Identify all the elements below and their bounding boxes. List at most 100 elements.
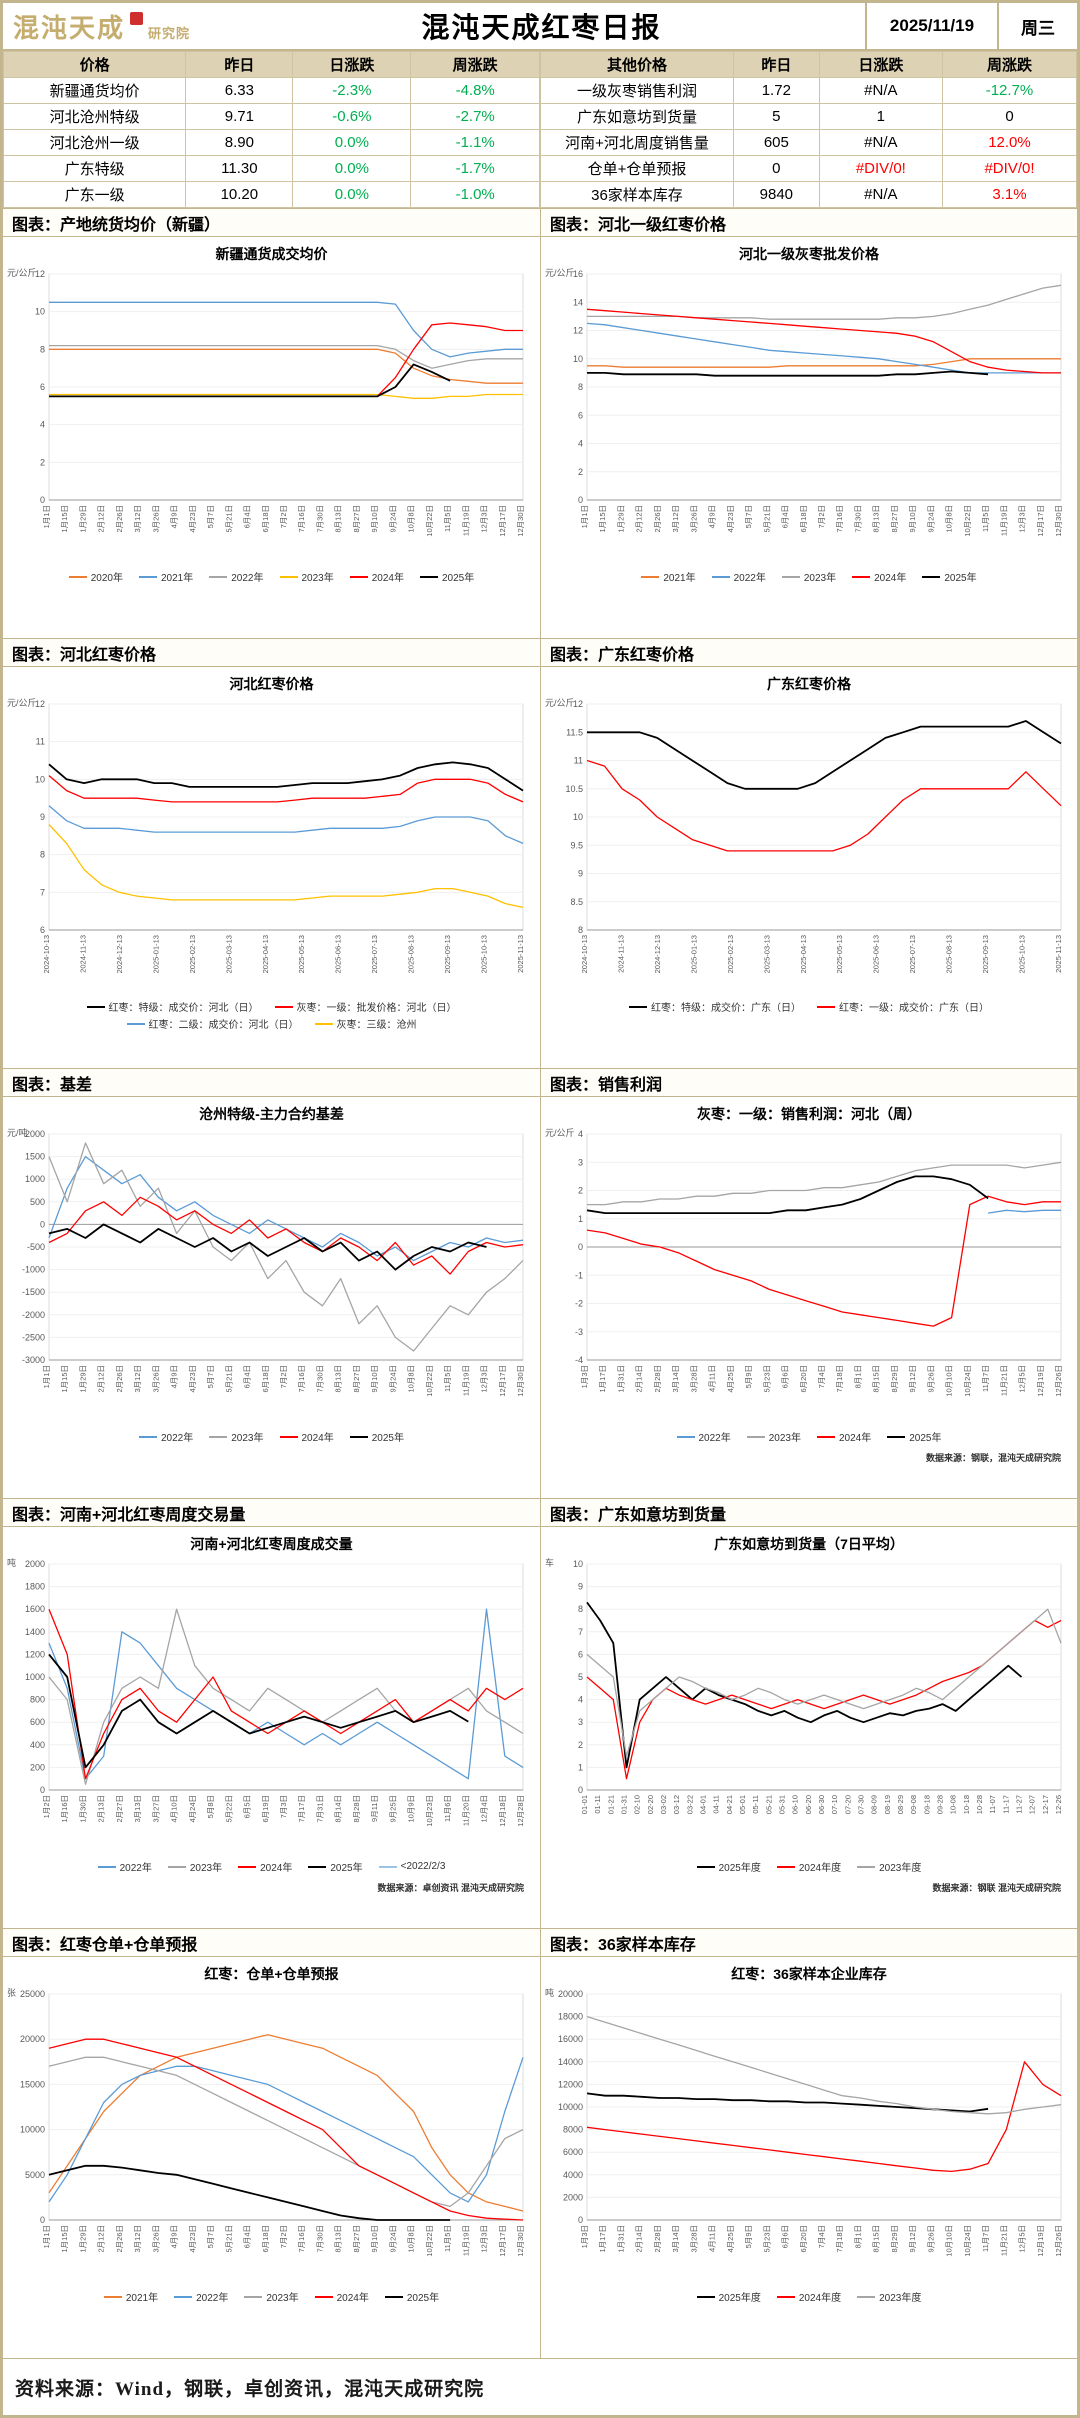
legend-swatch-icon: [696, 2295, 715, 2298]
x-tick-label: 3月26日: [151, 2225, 160, 2253]
x-tick-label: 4月11日: [708, 2225, 717, 2252]
series-line-2: [49, 344, 523, 369]
chart-legend-2: 红枣：特级：成交价：河北（日） 灰枣：一级：批发价格：河北（日） 红枣：二级：成交价…: [3, 999, 540, 1031]
chart-svg-5: -4 -3 -2 -1 0 1 2 3 4元/公斤 1月3日 1月17日 1月31日 2月14日 2月28…: [545, 1128, 1063, 1397]
price-left-cell-r4c0: 广东一级: [2, 181, 187, 208]
y-tick-label: 1500: [25, 1152, 45, 1162]
chart-inner-title-3: 广东红枣价格: [767, 676, 851, 692]
x-tick-label: 10-18: [962, 1795, 971, 1814]
x-tick-label: 01-11: [593, 1795, 602, 1814]
legend-swatch-icon: [384, 2295, 403, 2298]
x-tick-label: 1月15日: [60, 505, 69, 533]
chart-legend-7: 2025年度 2024年度 2023年度: [541, 1859, 1077, 1874]
y-tick-label: 600: [30, 1717, 45, 1727]
legend-label: 红枣：特级：成交价：广东（日）: [651, 1003, 801, 1014]
price-left-cell-r2c2: 0.0%: [292, 129, 412, 156]
x-tick-label: 2月26日: [115, 2225, 124, 2253]
legend-label: 2020年: [90, 573, 123, 584]
x-tick-label: 1月31日: [616, 1365, 625, 1393]
y-tick-label: -500: [27, 1242, 45, 1252]
x-tick-label: 4月9日: [170, 2225, 179, 2248]
section-title-left-3: 图表：河南+河北红枣周度交易量: [3, 1499, 540, 1526]
legend-item-0-3: 2023年: [279, 569, 334, 584]
legend-label: 2021年: [161, 573, 194, 584]
price-right-row: 广东如意坊到货量 5 1 0: [540, 103, 1078, 130]
y-tick-label: 12: [35, 699, 45, 709]
x-tick-label: 2025-07-13: [370, 935, 379, 973]
x-tick-label: 9月26日: [926, 2225, 935, 2253]
y-tick-label: 14: [573, 297, 583, 307]
series-line-3: [48, 824, 524, 909]
x-tick-label: 11月19日: [461, 2225, 470, 2256]
x-tick-label: 2025-05-13: [297, 935, 306, 973]
legend-label: 灰枣：三级：沧州: [336, 1020, 417, 1031]
price-left-row: 河北沧州特级 9.71 -0.6% -2.7%: [2, 103, 540, 130]
x-tick-label: 08-09: [870, 1795, 879, 1814]
x-tick-label: 4月25日: [726, 2225, 735, 2253]
section-title-right-0: 图表：河北一级红枣价格: [540, 209, 1077, 236]
price-table-left: 价格 昨日 日涨跌 周涨跌 新疆通货均价 6.33 -2.3% -4.8% 河北沧州特级 9.71…: [2, 51, 540, 208]
y-tick-label: -2500: [22, 1332, 45, 1342]
x-tick-label: 10月24日: [963, 1365, 972, 1397]
legend-swatch-icon: [629, 1005, 647, 1008]
y-tick-label: 4000: [563, 2170, 583, 2180]
chart-legend-9: 2025年度 2024年度 2023年度: [541, 2289, 1077, 2304]
y-tick-label: 5000: [25, 2170, 45, 2180]
series-line-3: [48, 1653, 469, 1769]
x-tick-label: 10月23日: [425, 1795, 434, 1827]
series-line-2: [48, 1196, 524, 1275]
legend-label: 2025年度: [718, 2293, 761, 2304]
x-tick-label: 1月3日: [580, 2225, 589, 2248]
y-tick-label: 12: [35, 269, 45, 279]
x-tick-label: 12月28日: [516, 1795, 525, 1827]
chart-plot-6: 0 200 400 600 800 1000 1200 1400 1600 1800 2000 吨 1月…: [3, 1554, 540, 1859]
x-tick-label: 3月12日: [133, 2225, 142, 2253]
x-tick-label: 8月27日: [352, 2225, 361, 2253]
x-tick-label: 6月6日: [781, 1365, 790, 1388]
legend-swatch-icon: [857, 1865, 876, 1868]
x-tick-label: 2024-11-13: [616, 935, 625, 973]
section-title-left-1: 图表：河北红枣价格: [3, 639, 540, 666]
legend-item-1-2: 2023年: [781, 569, 837, 584]
x-tick-label: 8月13日: [334, 2225, 343, 2253]
x-tick-label: 7月2日: [279, 1365, 288, 1388]
plot-border: [48, 1993, 524, 2221]
y-tick-label: 20000: [20, 2034, 45, 2044]
price-right-row: 36家样本库存 9840 #N/A 3.1%: [540, 181, 1078, 208]
x-tick-label: 6月18日: [261, 505, 270, 533]
x-tick-label: 2025-07-13: [908, 935, 917, 973]
x-tick-label: 03-02: [659, 1795, 668, 1814]
x-tick-label: 11月19日: [461, 505, 470, 536]
x-tick-label: 11月21日: [999, 1365, 1008, 1396]
x-tick-label: 7月31日: [315, 1795, 324, 1823]
x-tick-label: 7月4日: [817, 2225, 826, 2248]
legend-swatch-icon: [244, 2295, 263, 2298]
section-title-right-2: 图表：销售利润: [540, 1069, 1077, 1096]
section-title-left-0: 图表：产地统货均价（新疆）: [3, 209, 540, 236]
x-tick-label: 09-28: [936, 1795, 945, 1814]
x-tick-label: 8月1日: [853, 1365, 862, 1388]
y-tick-label: 2000: [25, 1129, 45, 1139]
y-tick-label: 18000: [558, 2012, 583, 2022]
x-tick-label: 10-28: [975, 1795, 984, 1814]
legend-swatch-icon: [696, 1865, 715, 1868]
legend-item-0-5: 2025年: [420, 569, 474, 584]
y-tick-label: 6: [578, 410, 583, 420]
legend-label: 2023年: [803, 573, 837, 584]
x-tick-label: 1月29日: [78, 505, 87, 533]
x-tick-label: 1月31日: [616, 2225, 625, 2253]
y-tick-label: 2000: [25, 1559, 45, 1569]
y-tick-label: 8: [40, 850, 45, 860]
price-right-cell-r4c0: 36家样本库存: [540, 181, 734, 208]
legend-label: 2025年: [371, 1433, 404, 1444]
x-tick-label: 7月3日: [279, 1795, 288, 1818]
x-tick-label: 9月10日: [370, 1365, 379, 1393]
chart-svg-7: 0 1 2 3 4 5 6 7 8 9 10 车 01-01 01-11 01-21 01-31 02-10 02…: [545, 1557, 1063, 1814]
chart-svg-9: 0 2000 4000 6000 8000 10000 12000 14000 16000 180…: [545, 1987, 1063, 2257]
x-tick-label: 3月26日: [689, 505, 698, 533]
price-left-cell-r3c1: 11.30: [185, 155, 294, 182]
x-tick-label: 3月14日: [671, 1365, 680, 1393]
series-line-4: [48, 2164, 451, 2221]
x-tick-label: 01-31: [620, 1795, 629, 1814]
x-tick-label: 02-20: [646, 1795, 655, 1814]
